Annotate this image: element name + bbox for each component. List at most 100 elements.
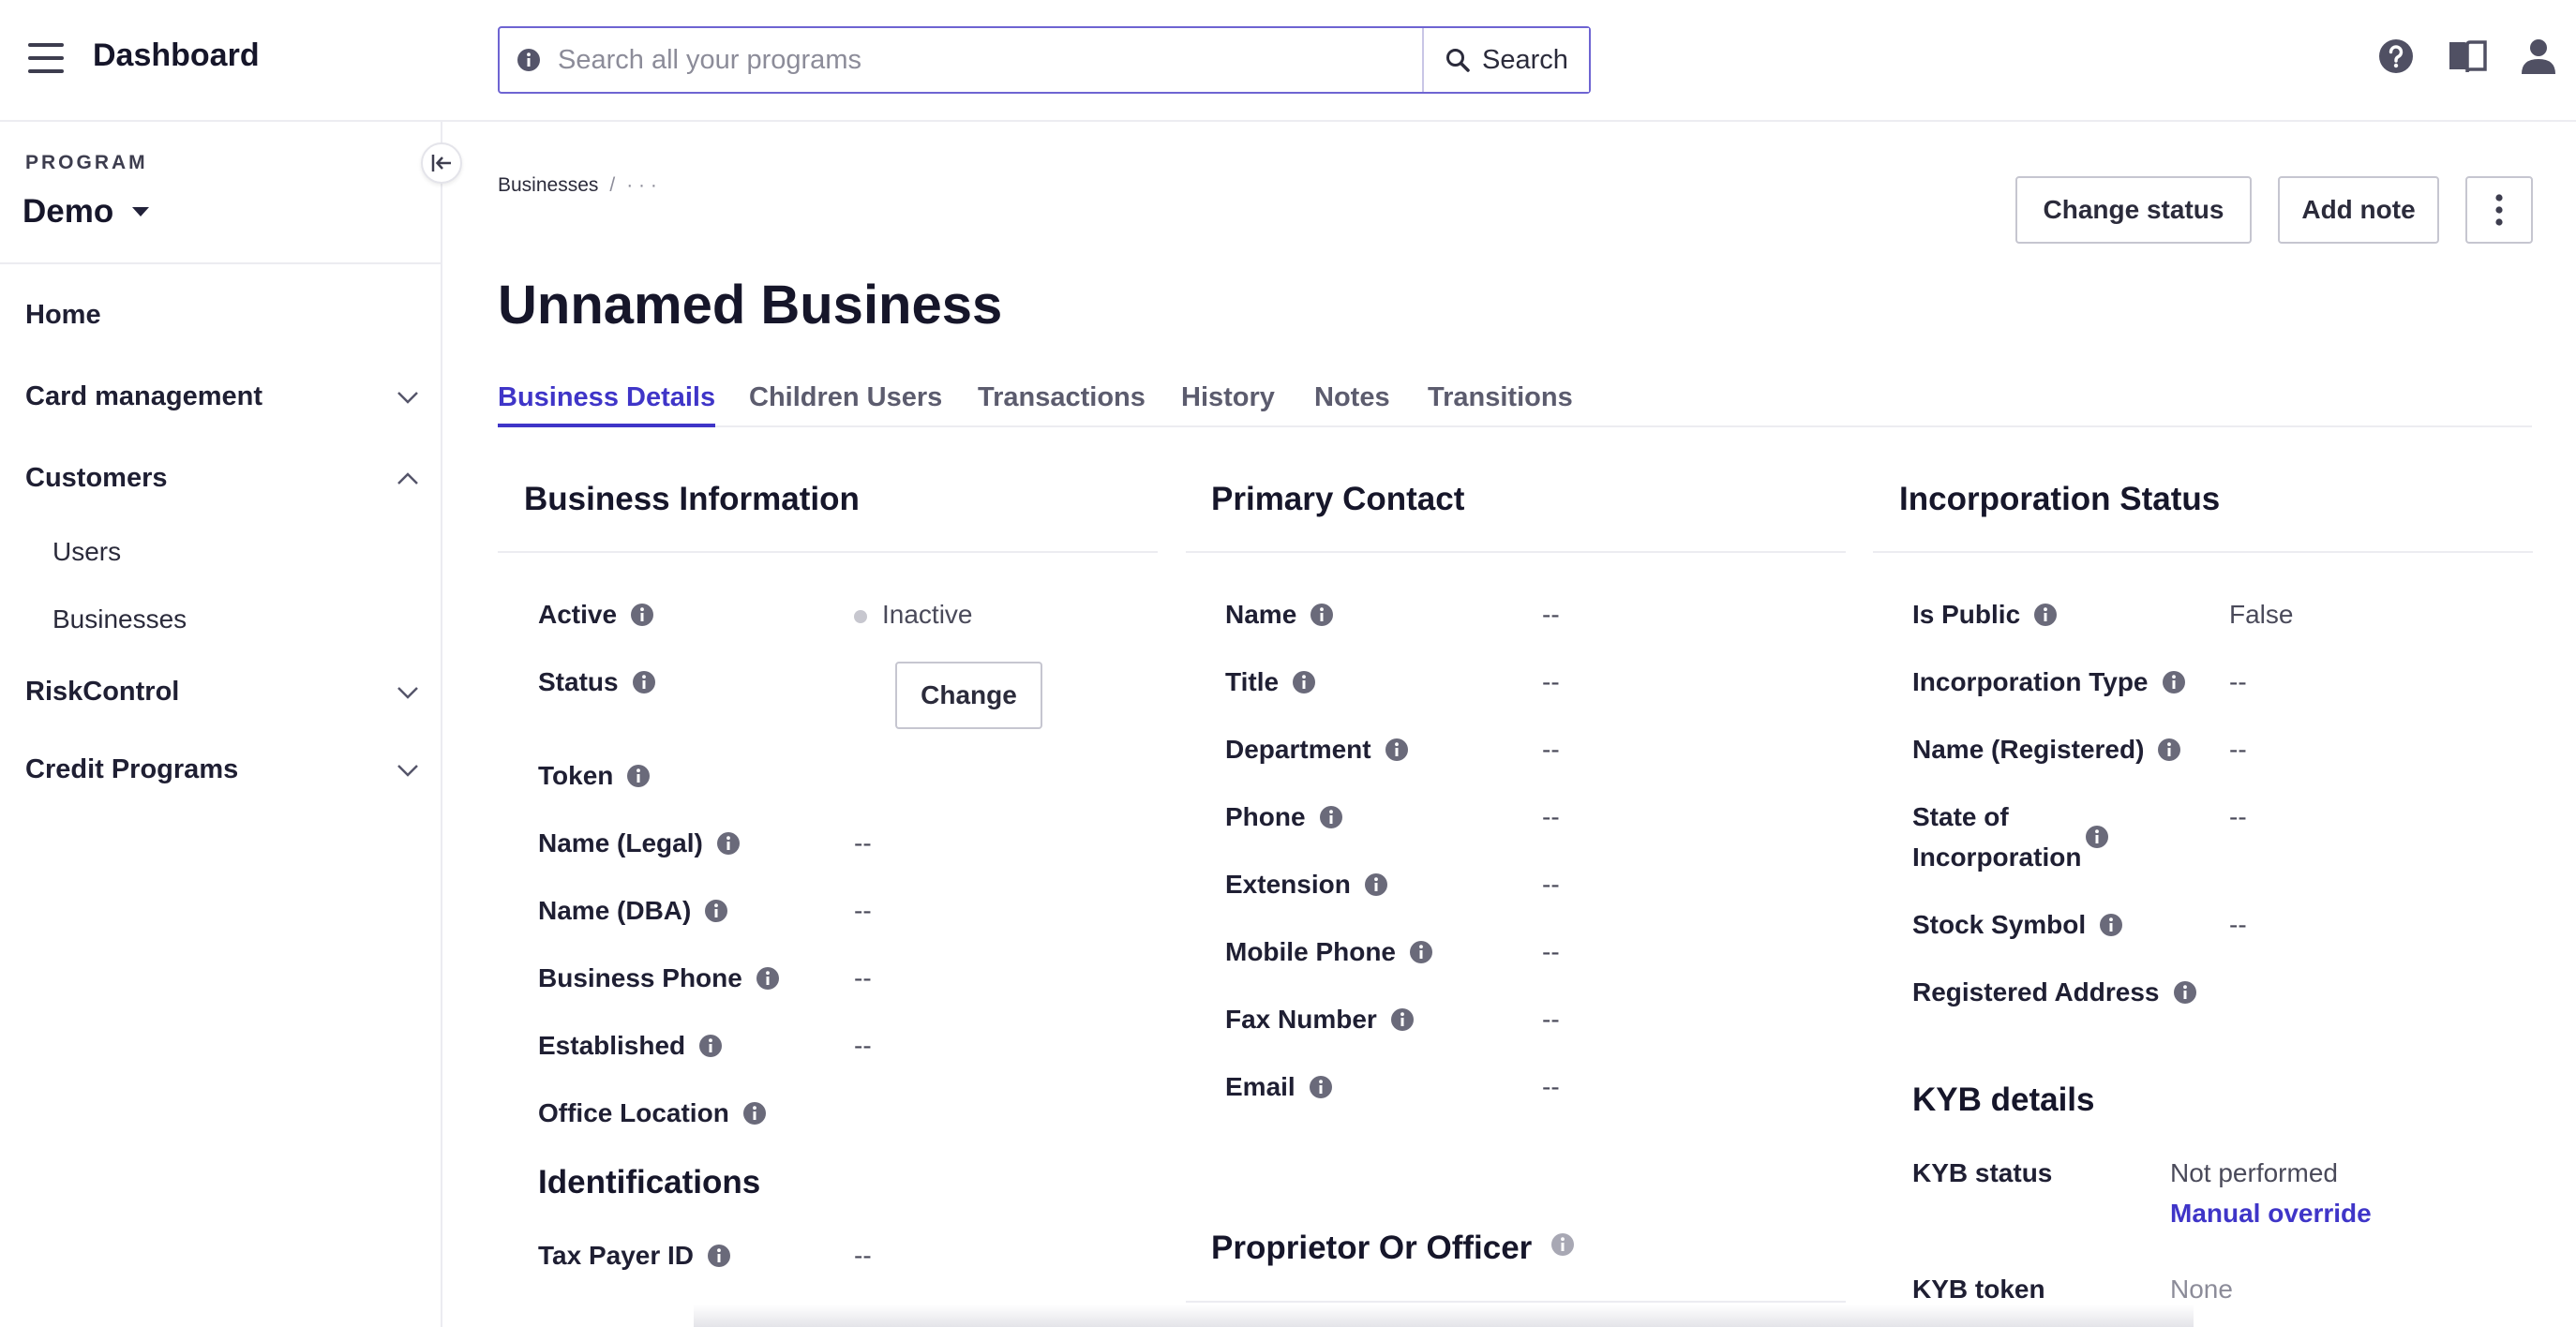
divider <box>0 262 442 264</box>
active-value: Inactive <box>854 600 973 630</box>
change-status-button[interactable]: Change status <box>2015 176 2252 244</box>
top-icons <box>2375 36 2559 77</box>
field-label-text: KYB status <box>1912 1158 2053 1187</box>
field-label-text: Email <box>1225 1072 1295 1101</box>
tab-transactions[interactable]: Transactions <box>978 382 1146 412</box>
info-icon <box>1410 940 1432 963</box>
tax-payer-id-label: Tax Payer ID <box>538 1235 731 1275</box>
business-information-title: Business Information <box>524 481 860 517</box>
sidebar-item-label: RiskControl <box>25 677 180 707</box>
extension-label: Extension <box>1225 864 1388 904</box>
sidebar-item-customers[interactable]: Customers <box>25 463 419 494</box>
page-title: Unnamed Business <box>498 275 1003 335</box>
field-label-text: Active <box>538 600 618 629</box>
divider <box>498 551 1158 553</box>
contact-title-label: Title <box>1225 662 1316 702</box>
info-icon <box>2162 670 2185 693</box>
fax-number-label: Fax Number <box>1225 999 1415 1039</box>
sidebar-item-credit-programs[interactable]: Credit Programs <box>25 754 419 785</box>
more-actions-button[interactable] <box>2465 176 2533 244</box>
kyb-status-value: Not performed <box>2170 1158 2338 1187</box>
incorporation-status-title: Incorporation Status <box>1899 481 2221 517</box>
is-public-label: Is Public <box>1912 594 2058 634</box>
info-icon <box>742 1101 766 1125</box>
business-phone-label: Business Phone <box>538 958 780 998</box>
search-button-label: Search <box>1482 44 1568 75</box>
info-icon <box>708 1244 731 1267</box>
field-label-text: Established <box>538 1031 686 1060</box>
menu-icon[interactable] <box>28 43 64 73</box>
established-label: Established <box>538 1025 723 1066</box>
tab-history[interactable]: History <box>1181 382 1275 412</box>
sidebar-item-riskcontrol[interactable]: RiskControl <box>25 677 419 708</box>
field-label-text: Registered Address <box>1912 977 2160 1006</box>
is-public-value: False <box>2229 600 2294 629</box>
sidebar-item-users[interactable]: Users <box>52 537 122 566</box>
breadcrumb-current: · · · <box>626 174 657 196</box>
help-icon[interactable] <box>2375 36 2417 77</box>
field-label-text: Office Location <box>538 1098 729 1127</box>
chevron-down-icon <box>397 686 418 699</box>
sidebar: PROGRAM Demo Home Card management Custom… <box>0 122 442 1327</box>
field-label-text: Name <box>1225 600 1297 629</box>
status-dot-icon <box>854 609 867 623</box>
email-label: Email <box>1225 1066 1333 1107</box>
field-label-text: Is Public <box>1912 600 2021 629</box>
top-bar: Dashboard Search <box>0 0 2576 122</box>
sidebar-item-label: Home <box>25 300 101 330</box>
contact-name-value: -- <box>1542 600 1560 629</box>
field-label-text: Token <box>538 761 614 790</box>
tab-transitions[interactable]: Transitions <box>1428 382 1573 412</box>
name-legal-label: Name (Legal) <box>538 823 741 863</box>
field-label-text: Name (Registered) <box>1912 735 2145 764</box>
info-icon <box>1364 872 1387 896</box>
user-icon[interactable] <box>2518 36 2559 77</box>
info-icon <box>1310 603 1334 626</box>
field-label-text: State of Incorporation <box>1912 797 2081 877</box>
program-label: PROGRAM <box>25 152 148 173</box>
info-icon <box>500 28 548 92</box>
program-name: Demo <box>22 193 114 230</box>
manual-override-link[interactable]: Manual override <box>2170 1199 2372 1228</box>
kyb-status-label: KYB status <box>1912 1153 2052 1193</box>
state-of-incorporation-label: State of Incorporation <box>1912 797 2109 877</box>
state-of-incorporation-value: -- <box>2229 802 2247 831</box>
search-input[interactable] <box>548 28 1422 92</box>
collapse-left-icon <box>431 155 451 171</box>
program-selector[interactable]: Demo <box>22 193 150 231</box>
info-icon <box>1319 805 1342 828</box>
collapse-sidebar-button[interactable] <box>421 142 462 184</box>
name-dba-value: -- <box>854 896 872 925</box>
kyb-token-value: None <box>2170 1275 2233 1304</box>
field-label-text: Stock Symbol <box>1912 910 2087 939</box>
label-line-1: State of <box>1912 802 2009 831</box>
tab-children-users[interactable]: Children Users <box>749 382 943 412</box>
name-registered-label: Name (Registered) <box>1912 729 2181 769</box>
info-icon <box>2034 603 2058 626</box>
search-button[interactable]: Search <box>1422 28 1589 92</box>
active-status-text: Inactive <box>882 600 973 629</box>
info-icon <box>1551 1233 1575 1256</box>
docs-book-icon[interactable] <box>2447 36 2488 77</box>
change-status-inline-button[interactable]: Change <box>895 662 1042 729</box>
sidebar-item-businesses[interactable]: Businesses <box>52 604 187 634</box>
tab-business-details[interactable]: Business Details <box>498 382 716 427</box>
incorporation-type-label: Incorporation Type <box>1912 662 2186 702</box>
info-icon <box>627 764 651 787</box>
mobile-phone-value: -- <box>1542 937 1560 966</box>
fax-number-value: -- <box>1542 1005 1560 1034</box>
field-label-text: Extension <box>1225 870 1351 899</box>
breadcrumb-link-businesses[interactable]: Businesses <box>498 174 599 196</box>
add-note-button[interactable]: Add note <box>2278 176 2439 244</box>
tab-notes[interactable]: Notes <box>1314 382 1390 412</box>
sidebar-item-card-management[interactable]: Card management <box>25 381 419 412</box>
info-icon <box>2100 913 2123 936</box>
field-label-text: Name (DBA) <box>538 896 692 925</box>
stock-symbol-label: Stock Symbol <box>1912 904 2123 945</box>
search-icon <box>1446 49 1470 72</box>
stock-symbol-value: -- <box>2229 910 2247 939</box>
sidebar-item-home[interactable]: Home <box>25 300 419 331</box>
app-title: Dashboard <box>93 37 260 73</box>
section-title-text: Proprietor Or Officer <box>1211 1230 1533 1266</box>
field-label-text: Title <box>1225 667 1280 696</box>
